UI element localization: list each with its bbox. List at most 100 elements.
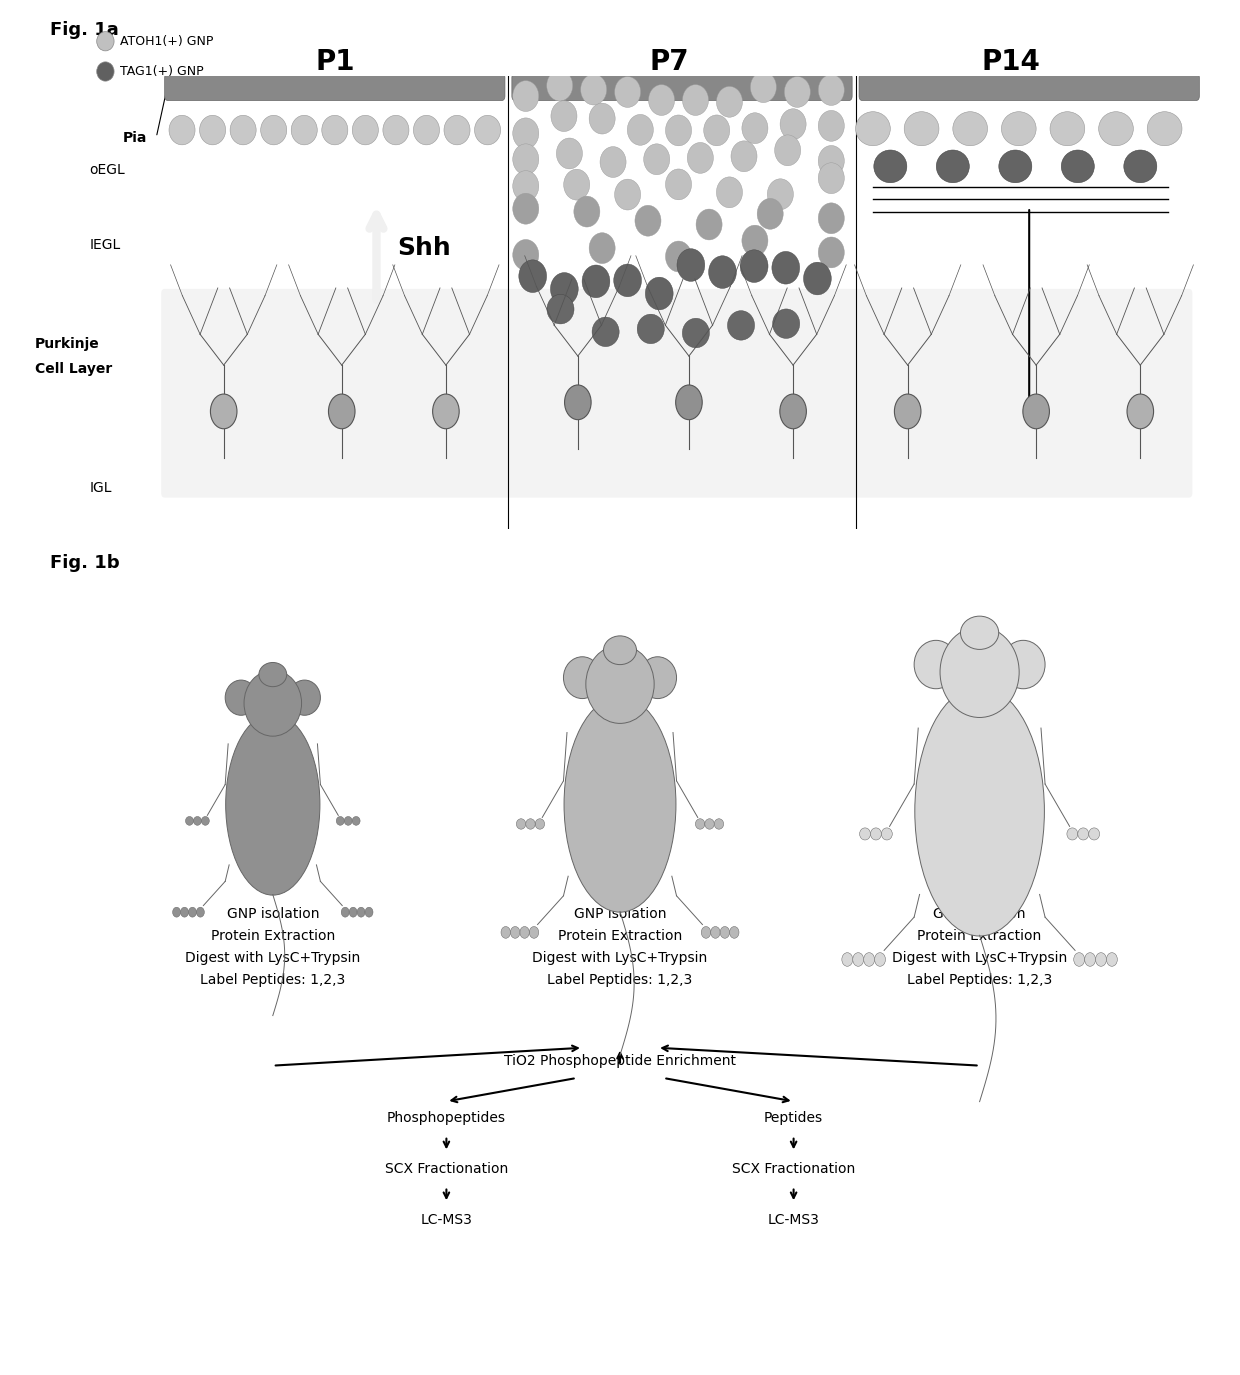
Text: TAG1(+) GNP: TAG1(+) GNP	[120, 65, 203, 78]
Ellipse shape	[856, 111, 890, 146]
Circle shape	[1002, 641, 1045, 689]
Ellipse shape	[853, 953, 864, 967]
Text: GNP isolation
Protein Extraction
Digest with LysC+Trypsin
Label Peptides: 1,2,3: GNP isolation Protein Extraction Digest …	[892, 908, 1068, 987]
Ellipse shape	[181, 908, 188, 917]
Ellipse shape	[260, 116, 286, 144]
Ellipse shape	[717, 177, 743, 208]
Ellipse shape	[720, 927, 729, 938]
Ellipse shape	[513, 194, 538, 224]
Ellipse shape	[580, 74, 606, 104]
Ellipse shape	[551, 272, 578, 305]
Text: Peptides: Peptides	[764, 1111, 823, 1125]
Circle shape	[97, 62, 114, 81]
Circle shape	[676, 385, 702, 419]
Ellipse shape	[750, 72, 776, 103]
Ellipse shape	[696, 818, 704, 829]
Ellipse shape	[413, 116, 439, 144]
Ellipse shape	[226, 714, 320, 895]
Ellipse shape	[682, 318, 709, 348]
FancyBboxPatch shape	[161, 289, 1193, 498]
Ellipse shape	[350, 908, 357, 917]
Ellipse shape	[188, 908, 196, 917]
Ellipse shape	[882, 828, 893, 840]
Ellipse shape	[771, 252, 800, 285]
Circle shape	[780, 395, 806, 429]
Ellipse shape	[582, 265, 610, 298]
Text: IGL: IGL	[89, 481, 112, 495]
Text: GNP isolation
Protein Extraction
Digest with LysC+Trypsin
Label Peptides: 1,2,3: GNP isolation Protein Extraction Digest …	[185, 908, 361, 987]
Ellipse shape	[615, 77, 641, 107]
Ellipse shape	[627, 114, 653, 146]
Ellipse shape	[818, 162, 844, 194]
Circle shape	[433, 395, 459, 429]
Text: P7: P7	[650, 48, 689, 76]
Ellipse shape	[557, 138, 583, 169]
Circle shape	[211, 395, 237, 429]
Ellipse shape	[714, 818, 724, 829]
Ellipse shape	[637, 314, 665, 344]
Circle shape	[564, 385, 591, 419]
Text: P1: P1	[315, 48, 355, 76]
Circle shape	[639, 657, 677, 698]
Text: Cell Layer: Cell Layer	[35, 362, 112, 375]
Circle shape	[1023, 395, 1049, 429]
Ellipse shape	[231, 116, 257, 144]
Ellipse shape	[345, 817, 352, 825]
Ellipse shape	[666, 116, 692, 146]
Ellipse shape	[341, 908, 350, 917]
Ellipse shape	[999, 150, 1032, 183]
Ellipse shape	[818, 110, 844, 142]
Ellipse shape	[874, 150, 906, 183]
Ellipse shape	[728, 311, 755, 340]
Ellipse shape	[666, 169, 692, 199]
Ellipse shape	[915, 686, 1044, 936]
Ellipse shape	[516, 818, 526, 829]
Ellipse shape	[365, 908, 373, 917]
Ellipse shape	[501, 927, 511, 938]
Ellipse shape	[200, 116, 226, 144]
Circle shape	[894, 395, 921, 429]
Ellipse shape	[600, 147, 626, 177]
Ellipse shape	[644, 144, 670, 175]
Text: LC-MS3: LC-MS3	[768, 1213, 820, 1226]
Ellipse shape	[352, 817, 360, 825]
Ellipse shape	[1074, 953, 1085, 967]
Ellipse shape	[589, 103, 615, 133]
Ellipse shape	[940, 627, 1019, 718]
Ellipse shape	[585, 645, 655, 723]
Text: Fig. 1a: Fig. 1a	[50, 21, 118, 38]
Text: P14: P14	[950, 688, 1009, 715]
Circle shape	[97, 32, 114, 51]
Ellipse shape	[244, 670, 301, 736]
FancyBboxPatch shape	[512, 73, 852, 100]
Text: P1: P1	[253, 688, 293, 715]
Ellipse shape	[742, 113, 768, 143]
Ellipse shape	[614, 264, 641, 297]
Ellipse shape	[357, 908, 365, 917]
Ellipse shape	[768, 179, 794, 209]
FancyBboxPatch shape	[165, 73, 505, 100]
Ellipse shape	[635, 205, 661, 236]
Text: LC-MS3: LC-MS3	[420, 1213, 472, 1226]
Ellipse shape	[520, 927, 529, 938]
Ellipse shape	[513, 170, 538, 202]
Ellipse shape	[682, 85, 708, 116]
Ellipse shape	[536, 818, 544, 829]
Ellipse shape	[1085, 953, 1096, 967]
Text: Fig. 1b: Fig. 1b	[50, 554, 119, 572]
Ellipse shape	[717, 87, 743, 117]
Ellipse shape	[513, 239, 538, 271]
Ellipse shape	[291, 116, 317, 144]
Ellipse shape	[863, 953, 874, 967]
Ellipse shape	[511, 927, 520, 938]
Ellipse shape	[818, 146, 844, 176]
Ellipse shape	[711, 927, 720, 938]
Ellipse shape	[818, 236, 844, 268]
Text: ATOH1(+) GNP: ATOH1(+) GNP	[120, 34, 213, 48]
Ellipse shape	[842, 953, 853, 967]
Ellipse shape	[547, 294, 574, 324]
Ellipse shape	[961, 616, 998, 649]
Text: Pia: Pia	[123, 131, 148, 144]
Ellipse shape	[740, 250, 768, 282]
Ellipse shape	[444, 116, 470, 144]
